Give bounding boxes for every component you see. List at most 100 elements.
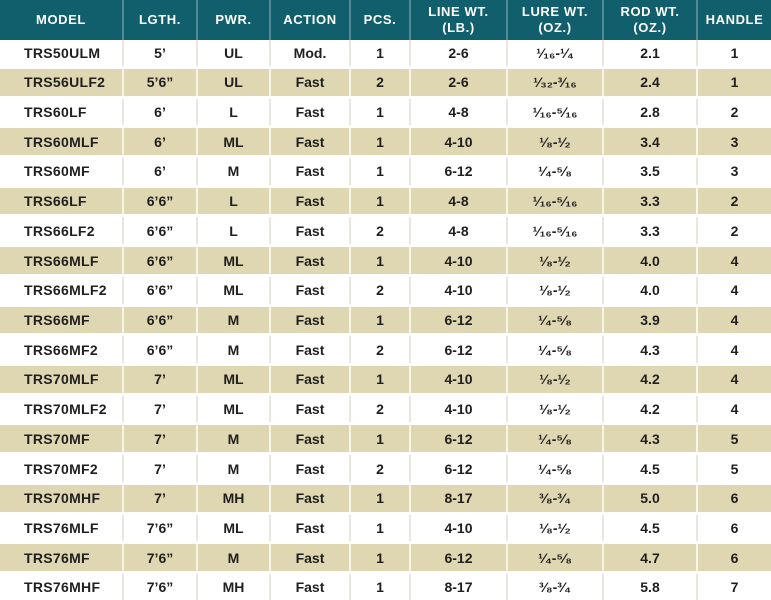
- cell-action: Fast: [270, 186, 351, 216]
- cell-line-wt: 4-10: [410, 394, 508, 424]
- column-header-handle: HANDLE: [697, 0, 771, 40]
- cell-handle: 6: [697, 542, 771, 573]
- cell-lgth: 6’: [123, 126, 198, 157]
- cell-line-wt: 6-12: [410, 334, 508, 365]
- cell-pwr: M: [197, 334, 271, 365]
- cell-lgth: 7’: [123, 394, 198, 424]
- cell-pcs: 2: [350, 215, 411, 246]
- cell-action: Fast: [270, 453, 351, 484]
- cell-pcs: 1: [350, 542, 411, 573]
- table-row: TRS50ULM 5’ UL Mod. 1 2-6 ¹⁄₁₆-¹⁄₄ 2.1 1: [0, 40, 771, 68]
- cell-action: Fast: [270, 483, 351, 514]
- cell-line-wt: 6-12: [410, 156, 508, 187]
- cell-handle: 5: [697, 453, 771, 484]
- cell-model: TRS66LF2: [0, 215, 124, 246]
- cell-action: Fast: [270, 542, 351, 573]
- cell-line-wt: 2-6: [410, 40, 508, 68]
- cell-pcs: 2: [350, 394, 411, 424]
- cell-line-wt: 2-6: [410, 67, 508, 98]
- cell-pcs: 1: [350, 364, 411, 395]
- cell-handle: 4: [697, 394, 771, 424]
- cell-model: TRS66MF: [0, 305, 124, 335]
- cell-lure-wt: ¹⁄₄-⁵⁄₈: [507, 542, 604, 573]
- header-row: MODEL LGTH. PWR. ACTION PCS. LINE WT. (LB.) LU…: [0, 0, 771, 40]
- cell-line-wt: 4-10: [410, 126, 508, 157]
- cell-action: Mod.: [270, 40, 351, 68]
- cell-rod-wt: 5.8: [603, 572, 698, 600]
- cell-lgth: 7’: [123, 453, 198, 484]
- cell-model: TRS50ULM: [0, 40, 124, 68]
- cell-rod-wt: 4.5: [603, 453, 698, 484]
- table-body: TRS50ULM 5’ UL Mod. 1 2-6 ¹⁄₁₆-¹⁄₄ 2.1 1 TRS56ULF…: [0, 40, 771, 600]
- cell-model: TRS70MF: [0, 423, 124, 454]
- cell-pwr: M: [197, 542, 271, 573]
- cell-pcs: 1: [350, 156, 411, 187]
- cell-model: TRS66MF2: [0, 334, 124, 365]
- cell-action: Fast: [270, 394, 351, 424]
- cell-rod-wt: 5.0: [603, 483, 698, 514]
- cell-lgth: 7’: [123, 364, 198, 395]
- cell-handle: 4: [697, 275, 771, 306]
- cell-lure-wt: ³⁄₈-³⁄₄: [507, 572, 604, 600]
- cell-model: TRS66MLF: [0, 245, 124, 276]
- cell-pcs: 2: [350, 67, 411, 98]
- cell-handle: 4: [697, 334, 771, 365]
- cell-line-wt: 4-10: [410, 364, 508, 395]
- cell-rod-wt: 4.0: [603, 245, 698, 276]
- cell-rod-wt: 2.4: [603, 67, 698, 98]
- cell-rod-wt: 3.3: [603, 215, 698, 246]
- cell-lure-wt: ¹⁄₈-¹⁄₂: [507, 513, 604, 543]
- cell-pcs: 2: [350, 334, 411, 365]
- cell-lgth: 5’6”: [123, 67, 198, 98]
- cell-lgth: 7’: [123, 423, 198, 454]
- cell-rod-wt: 4.2: [603, 364, 698, 395]
- cell-pwr: ML: [197, 394, 271, 424]
- cell-model: TRS66MLF2: [0, 275, 124, 306]
- cell-lgth: 6’: [123, 156, 198, 187]
- cell-lure-wt: ¹⁄₄-⁵⁄₈: [507, 423, 604, 454]
- table-row: TRS66LF2 6’6” L Fast 2 4-8 ¹⁄₁₆-⁵⁄₁₆ 3.3 2: [0, 215, 771, 246]
- table-row: TRS56ULF2 5’6” UL Fast 2 2-6 ¹⁄₃₂-³⁄₁₆ 2.4 1: [0, 67, 771, 98]
- cell-line-wt: 4-10: [410, 275, 508, 306]
- cell-handle: 6: [697, 483, 771, 514]
- cell-pwr: L: [197, 97, 271, 127]
- cell-model: TRS56ULF2: [0, 67, 124, 98]
- table-row: TRS76MLF 7’6” ML Fast 1 4-10 ¹⁄₈-¹⁄₂ 4.5 6: [0, 513, 771, 543]
- table-row: TRS66MLF2 6’6” ML Fast 2 4-10 ¹⁄₈-¹⁄₂ 4.0 4: [0, 275, 771, 306]
- cell-action: Fast: [270, 364, 351, 395]
- cell-handle: 6: [697, 513, 771, 543]
- cell-lure-wt: ³⁄₈-³⁄₄: [507, 483, 604, 514]
- cell-pcs: 1: [350, 126, 411, 157]
- cell-lure-wt: ¹⁄₈-¹⁄₂: [507, 275, 604, 306]
- cell-rod-wt: 4.3: [603, 334, 698, 365]
- cell-pwr: UL: [197, 40, 271, 68]
- cell-pcs: 1: [350, 305, 411, 335]
- cell-rod-wt: 3.9: [603, 305, 698, 335]
- cell-model: TRS70MLF2: [0, 394, 124, 424]
- cell-line-wt: 4-8: [410, 97, 508, 127]
- cell-pcs: 1: [350, 245, 411, 276]
- cell-handle: 2: [697, 215, 771, 246]
- cell-model: TRS76MLF: [0, 513, 124, 543]
- table-row: TRS66MF 6’6” M Fast 1 6-12 ¹⁄₄-⁵⁄₈ 3.9 4: [0, 305, 771, 335]
- cell-action: Fast: [270, 67, 351, 98]
- cell-line-wt: 6-12: [410, 453, 508, 484]
- table-row: TRS70MF 7’ M Fast 1 6-12 ¹⁄₄-⁵⁄₈ 4.3 5: [0, 423, 771, 454]
- column-header-lure-wt: LURE WT. (OZ.): [507, 0, 604, 40]
- cell-pwr: M: [197, 305, 271, 335]
- cell-action: Fast: [270, 572, 351, 600]
- cell-model: TRS60MLF: [0, 126, 124, 157]
- cell-action: Fast: [270, 305, 351, 335]
- table-row: TRS66MF2 6’6” M Fast 2 6-12 ¹⁄₄-⁵⁄₈ 4.3 4: [0, 334, 771, 365]
- cell-rod-wt: 2.1: [603, 40, 698, 68]
- column-header-lgth: LGTH.: [123, 0, 198, 40]
- table-row: TRS70MHF 7’ MH Fast 1 8-17 ³⁄₈-³⁄₄ 5.0 6: [0, 483, 771, 514]
- column-header-model: MODEL: [0, 0, 124, 40]
- cell-handle: 4: [697, 245, 771, 276]
- column-header-action: ACTION: [270, 0, 351, 40]
- cell-pwr: L: [197, 186, 271, 216]
- cell-lure-wt: ¹⁄₄-⁵⁄₈: [507, 156, 604, 187]
- table-row: TRS66MLF 6’6” ML Fast 1 4-10 ¹⁄₈-¹⁄₂ 4.0 4: [0, 245, 771, 276]
- cell-rod-wt: 4.3: [603, 423, 698, 454]
